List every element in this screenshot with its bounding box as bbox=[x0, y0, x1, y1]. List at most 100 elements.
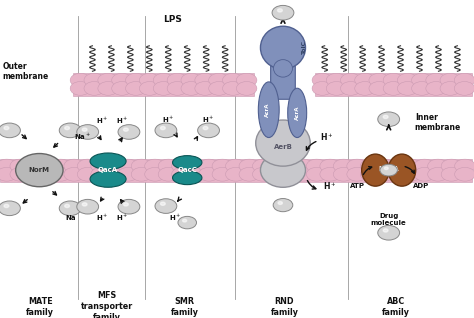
Circle shape bbox=[172, 159, 192, 173]
Circle shape bbox=[237, 81, 257, 95]
Text: QacC: QacC bbox=[177, 167, 197, 173]
Circle shape bbox=[59, 123, 81, 138]
Circle shape bbox=[4, 127, 9, 130]
Text: ADP: ADP bbox=[413, 183, 429, 189]
Text: Inner
membrane: Inner membrane bbox=[415, 113, 461, 132]
Circle shape bbox=[397, 73, 418, 87]
Circle shape bbox=[272, 5, 294, 20]
Circle shape bbox=[411, 73, 432, 87]
Text: ATP: ATP bbox=[350, 183, 365, 189]
Circle shape bbox=[428, 167, 448, 181]
Circle shape bbox=[139, 81, 160, 95]
Circle shape bbox=[112, 81, 132, 95]
Text: NorM: NorM bbox=[29, 167, 50, 173]
Circle shape bbox=[182, 219, 187, 222]
Circle shape bbox=[23, 159, 44, 173]
Text: SMR
family: SMR family bbox=[171, 297, 199, 317]
Circle shape bbox=[223, 81, 243, 95]
Text: Outer
membrane: Outer membrane bbox=[2, 62, 49, 81]
Circle shape bbox=[203, 127, 208, 130]
Circle shape bbox=[91, 159, 111, 173]
Ellipse shape bbox=[362, 154, 389, 186]
Circle shape bbox=[280, 159, 300, 173]
Circle shape bbox=[64, 159, 84, 173]
Circle shape bbox=[172, 167, 192, 181]
Ellipse shape bbox=[173, 171, 202, 185]
Text: H$^+$: H$^+$ bbox=[323, 180, 336, 192]
Circle shape bbox=[440, 73, 461, 87]
Circle shape bbox=[209, 81, 229, 95]
Circle shape bbox=[145, 167, 165, 181]
Circle shape bbox=[123, 203, 128, 206]
Circle shape bbox=[158, 167, 179, 181]
Text: Drug
molecule: Drug molecule bbox=[371, 213, 407, 226]
Circle shape bbox=[126, 73, 146, 87]
Circle shape bbox=[199, 167, 219, 181]
Circle shape bbox=[126, 81, 146, 95]
Circle shape bbox=[369, 81, 390, 95]
Circle shape bbox=[181, 81, 201, 95]
Circle shape bbox=[326, 81, 347, 95]
Circle shape bbox=[118, 199, 140, 214]
Circle shape bbox=[440, 81, 461, 95]
Circle shape bbox=[411, 81, 432, 95]
Circle shape bbox=[278, 202, 283, 204]
Circle shape bbox=[312, 73, 333, 87]
Circle shape bbox=[104, 159, 125, 173]
Circle shape bbox=[426, 73, 447, 87]
Circle shape bbox=[306, 167, 327, 181]
Circle shape bbox=[384, 167, 388, 169]
Ellipse shape bbox=[90, 171, 126, 187]
Ellipse shape bbox=[16, 154, 63, 187]
Text: H$^+$: H$^+$ bbox=[96, 213, 108, 223]
Circle shape bbox=[50, 167, 71, 181]
Text: LmrA: LmrA bbox=[378, 166, 399, 171]
Circle shape bbox=[70, 73, 91, 87]
Text: H$^+$: H$^+$ bbox=[116, 116, 128, 126]
Circle shape bbox=[167, 81, 188, 95]
Circle shape bbox=[401, 167, 421, 181]
Circle shape bbox=[131, 167, 152, 181]
Circle shape bbox=[37, 167, 57, 181]
Circle shape bbox=[199, 159, 219, 173]
Circle shape bbox=[387, 167, 408, 181]
Circle shape bbox=[153, 73, 174, 87]
Text: H$^+$: H$^+$ bbox=[116, 213, 128, 223]
Circle shape bbox=[326, 73, 347, 87]
Circle shape bbox=[293, 167, 313, 181]
Circle shape bbox=[428, 159, 448, 173]
Circle shape bbox=[104, 167, 125, 181]
Circle shape bbox=[380, 164, 397, 176]
Circle shape bbox=[374, 159, 394, 173]
Circle shape bbox=[23, 167, 44, 181]
Circle shape bbox=[209, 73, 229, 87]
FancyBboxPatch shape bbox=[271, 57, 295, 99]
Circle shape bbox=[383, 81, 404, 95]
Circle shape bbox=[98, 73, 118, 87]
Circle shape bbox=[64, 167, 84, 181]
Ellipse shape bbox=[388, 154, 416, 186]
Circle shape bbox=[82, 128, 87, 131]
Circle shape bbox=[123, 128, 128, 131]
Circle shape bbox=[64, 204, 70, 208]
Circle shape bbox=[223, 73, 243, 87]
Circle shape bbox=[383, 73, 404, 87]
Circle shape bbox=[253, 167, 273, 181]
Circle shape bbox=[340, 73, 361, 87]
Bar bbox=[0, 159, 472, 182]
Ellipse shape bbox=[261, 26, 305, 69]
Circle shape bbox=[360, 159, 381, 173]
Text: H$^+$: H$^+$ bbox=[320, 131, 334, 142]
Circle shape bbox=[266, 167, 286, 181]
Circle shape bbox=[0, 123, 20, 138]
Circle shape bbox=[320, 159, 340, 173]
Circle shape bbox=[239, 159, 260, 173]
Circle shape bbox=[77, 125, 99, 139]
Text: Na$^+$: Na$^+$ bbox=[74, 132, 91, 142]
Circle shape bbox=[195, 81, 215, 95]
Text: H$^+$: H$^+$ bbox=[96, 116, 108, 126]
Circle shape bbox=[145, 159, 165, 173]
Circle shape bbox=[153, 81, 174, 95]
Circle shape bbox=[160, 202, 165, 205]
Circle shape bbox=[355, 73, 375, 87]
